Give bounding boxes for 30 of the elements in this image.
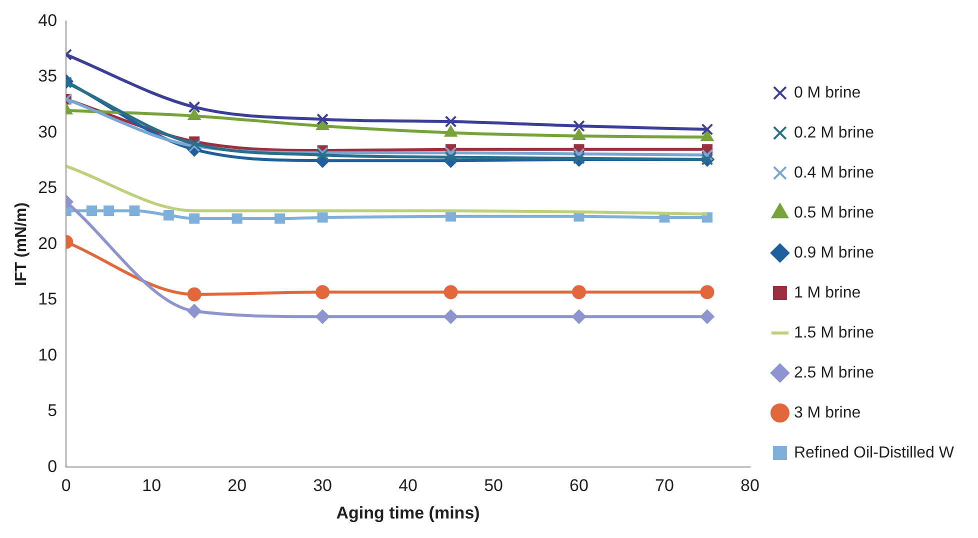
- x-tick-label: 30: [313, 476, 332, 496]
- legend-label: 0 M brine: [794, 84, 861, 102]
- legend-label: Refined Oil-Distilled W: [794, 444, 955, 462]
- x-tick-label: 10: [142, 476, 162, 496]
- y-tick-label: 30: [38, 122, 58, 142]
- y-tick-label: 35: [38, 66, 58, 86]
- x-tick-label: 0: [61, 476, 71, 496]
- y-tick-label: 40: [38, 10, 58, 30]
- x-axis-title: Aging time (mins): [336, 503, 480, 522]
- legend-label: 2.5 M brine: [794, 364, 874, 382]
- legend-label: 0.4 M brine: [794, 164, 874, 182]
- legend-label: 3 M brine: [794, 404, 861, 422]
- x-tick-label: 40: [398, 476, 418, 496]
- y-tick-label: 20: [38, 234, 58, 253]
- legend-label: 0.9 M brine: [794, 244, 874, 262]
- y-axis-title: IFT (mN/m): [13, 202, 30, 286]
- y-tick-label: 5: [48, 401, 58, 420]
- y-tick-label: 10: [38, 345, 58, 364]
- x-tick-label: 60: [570, 476, 588, 496]
- x-tick-label: 70: [655, 476, 674, 496]
- legend-label: 1 M brine: [794, 284, 861, 302]
- legend-label: 0.2 M brine: [794, 124, 874, 142]
- x-tick-label: 80: [740, 476, 760, 496]
- legend-label: 1.5 M brine: [794, 324, 874, 342]
- x-tick-label: 20: [228, 476, 247, 496]
- x-tick-label: 50: [484, 476, 503, 496]
- y-tick-label: 25: [38, 178, 58, 198]
- y-tick-label: 0: [48, 456, 58, 476]
- legend-label: 0.5 M brine: [794, 204, 874, 222]
- y-tick-label: 15: [38, 290, 58, 309]
